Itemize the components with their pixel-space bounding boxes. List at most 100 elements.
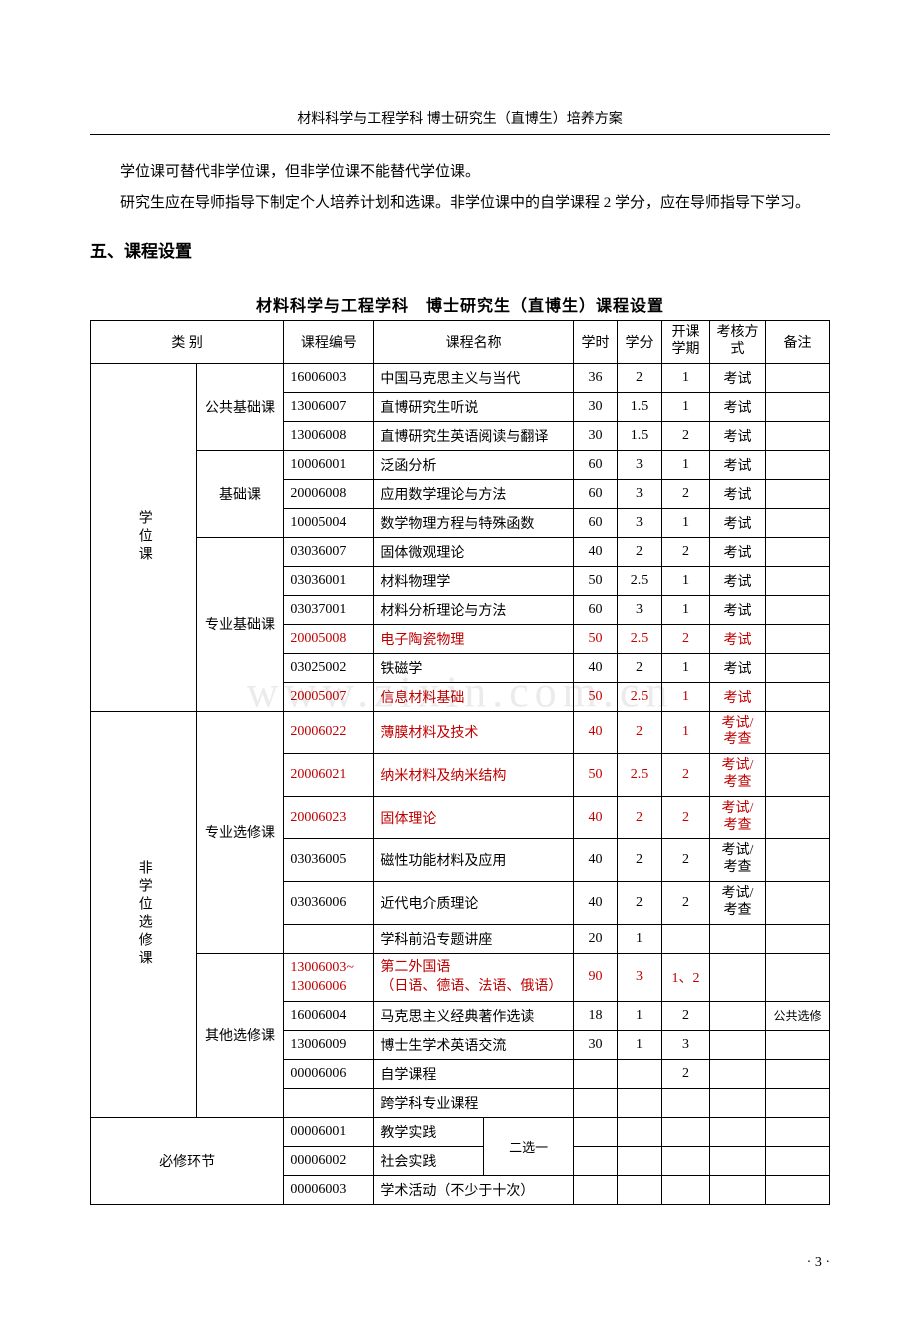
table-row: 专业基础课 03036007 固体微观理论 40 2 2 考试 <box>91 537 830 566</box>
cell-credits: 2 <box>618 881 662 924</box>
cell-assess: 考试 <box>710 421 766 450</box>
table-row: 必修环节 00006001 教学实践 二选一 <box>91 1117 830 1146</box>
th-term: 开课学期 <box>662 321 710 364</box>
cell-note <box>766 711 830 754</box>
cell-note <box>766 421 830 450</box>
cell-note <box>766 1030 830 1059</box>
cell-code: 13006009 <box>284 1030 374 1059</box>
cell-assess <box>710 1117 766 1146</box>
table-row: 其他选修课 13006003~ 13006006 第二外国语 （日语、德语、法语… <box>91 953 830 1001</box>
cell-hours: 50 <box>574 624 618 653</box>
cell-credits: 3 <box>618 508 662 537</box>
cell-term: 1 <box>662 392 710 421</box>
cell-name: 数学物理方程与特殊函数 <box>374 508 574 537</box>
cell-note <box>766 1117 830 1146</box>
cell-assess: 考试/考查 <box>710 796 766 839</box>
table-title: 材料科学与工程学科 博士研究生（直博生）课程设置 <box>90 292 830 316</box>
cell-credits <box>618 1117 662 1146</box>
cell-note <box>766 537 830 566</box>
cell-hours: 40 <box>574 537 618 566</box>
cell-note <box>766 624 830 653</box>
cell-assess <box>710 1030 766 1059</box>
cell-credits <box>618 1088 662 1117</box>
cell-name: 铁磁学 <box>374 653 574 682</box>
cell-name: 自学课程 <box>374 1059 574 1088</box>
cell-term: 3 <box>662 1030 710 1059</box>
cell-term: 1 <box>662 450 710 479</box>
page-header: 材料科学与工程学科 博士研究生（直博生）培养方案 <box>90 108 830 135</box>
cell-hours: 36 <box>574 363 618 392</box>
table-row: 学位课 公共基础课 16006003 中国马克思主义与当代 36 2 1 考试 <box>91 363 830 392</box>
cell-name: 跨学科专业课程 <box>374 1088 574 1117</box>
cell-credits: 3 <box>618 595 662 624</box>
cell-assess: 考试 <box>710 566 766 595</box>
cell-name: 中国马克思主义与当代 <box>374 363 574 392</box>
cell-credits: 1 <box>618 924 662 953</box>
cell-code <box>284 924 374 953</box>
cell-hours: 30 <box>574 1030 618 1059</box>
cell-assess <box>710 1059 766 1088</box>
cell-name: 社会实践 <box>374 1146 484 1175</box>
cell-code: 16006003 <box>284 363 374 392</box>
cell-term <box>662 1175 710 1204</box>
cell-code: 20006022 <box>284 711 374 754</box>
cell-note <box>766 392 830 421</box>
course-table: 类 别 课程编号 课程名称 学时 学分 开课学期 考核方式 备注 学位课 公共基… <box>90 320 830 1205</box>
cell-name: 应用数学理论与方法 <box>374 479 574 508</box>
cell-credits: 3 <box>618 479 662 508</box>
th-category: 类 别 <box>91 321 284 364</box>
cell-term: 1 <box>662 682 710 711</box>
cell-hours <box>574 1146 618 1175</box>
page-number: · 3 · <box>90 1255 830 1271</box>
cell-term: 1 <box>662 711 710 754</box>
cell-hours: 40 <box>574 653 618 682</box>
table-row: 基础课 10006001 泛函分析 60 3 1 考试 <box>91 450 830 479</box>
cell-credits: 3 <box>618 450 662 479</box>
cell-assess <box>710 1001 766 1030</box>
cell-name: 薄膜材料及技术 <box>374 711 574 754</box>
cell-assess <box>710 1146 766 1175</box>
cell-hours: 60 <box>574 479 618 508</box>
group-public-basic: 公共基础课 <box>196 363 284 450</box>
cell-assess <box>710 953 766 1001</box>
section-heading: 五、课程设置 <box>90 237 830 262</box>
cell-assess <box>710 924 766 953</box>
cell-assess <box>710 1175 766 1204</box>
cell-assess: 考试 <box>710 363 766 392</box>
cell-credits: 2 <box>618 796 662 839</box>
cell-name: 第二外国语 （日语、德语、法语、俄语） <box>374 953 574 1001</box>
cell-hours <box>574 1175 618 1204</box>
cell-hours: 60 <box>574 508 618 537</box>
cell-note <box>766 653 830 682</box>
cell-hours: 20 <box>574 924 618 953</box>
paragraph-2: 研究生应在导师指导下制定个人培养计划和选课。非学位课中的自学课程 2 学分，应在… <box>90 190 830 217</box>
cell-hours: 50 <box>574 566 618 595</box>
cell-assess: 考试 <box>710 653 766 682</box>
cell-name: 马克思主义经典著作选读 <box>374 1001 574 1030</box>
cell-hours <box>574 1117 618 1146</box>
cell-credits <box>618 1175 662 1204</box>
cell-assess <box>710 1088 766 1117</box>
cell-assess: 考试/考查 <box>710 881 766 924</box>
cell-hours: 40 <box>574 881 618 924</box>
cell-term: 1 <box>662 566 710 595</box>
cell-note <box>766 479 830 508</box>
cell-code: 03036007 <box>284 537 374 566</box>
cell-term: 2 <box>662 624 710 653</box>
cell-term: 1 <box>662 508 710 537</box>
cell-name: 学术活动（不少于十次） <box>374 1175 574 1204</box>
cell-note <box>766 450 830 479</box>
cell-name: 教学实践 <box>374 1117 484 1146</box>
cell-code: 13006007 <box>284 392 374 421</box>
cell-term: 1 <box>662 363 710 392</box>
cell-hours: 90 <box>574 953 618 1001</box>
cell-term <box>662 924 710 953</box>
cell-hours <box>574 1059 618 1088</box>
cell-hours: 40 <box>574 796 618 839</box>
cell-hours: 40 <box>574 839 618 882</box>
cell-term: 1 <box>662 595 710 624</box>
cell-note <box>766 881 830 924</box>
cell-assess: 考试 <box>710 392 766 421</box>
group-degree: 学位课 <box>91 363 197 711</box>
cell-code: 03036005 <box>284 839 374 882</box>
